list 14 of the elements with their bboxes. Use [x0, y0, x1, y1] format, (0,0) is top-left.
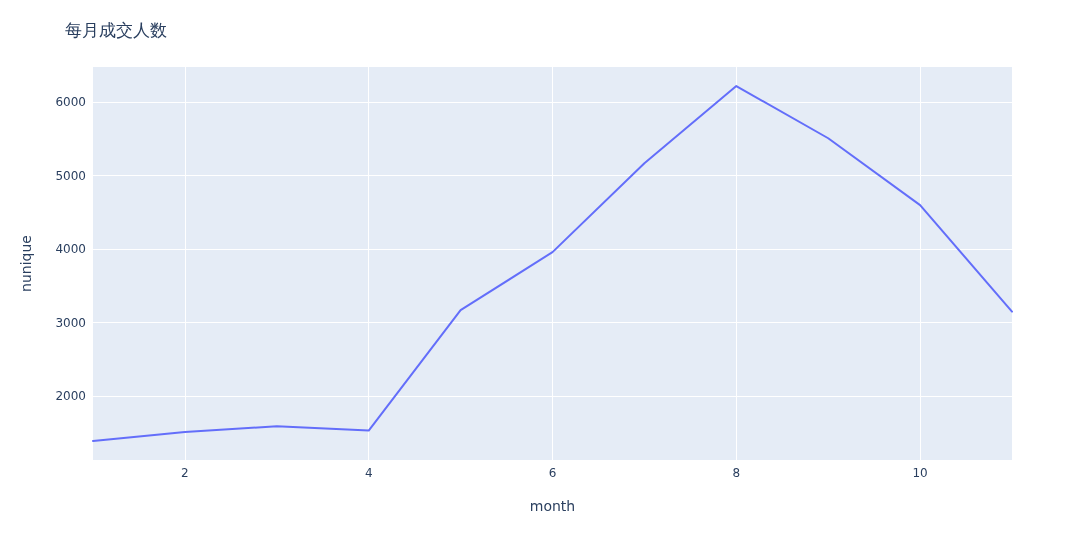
chart-title: 每月成交人数	[65, 19, 167, 40]
y-tick-label: 4000	[55, 242, 86, 257]
y-tick-label: 3000	[55, 315, 86, 330]
x-axis-title: month	[529, 498, 576, 514]
x-tick-label: 10	[912, 466, 928, 480]
x-tick-label: 4	[364, 466, 373, 480]
y-tick-label: 6000	[55, 95, 86, 110]
line-series	[92, 85, 1013, 442]
x-tick-label: 2	[181, 466, 189, 480]
x-tick-label: 8	[732, 466, 741, 480]
y-tick-label: 2000	[55, 389, 86, 404]
y-axis-title: nunique	[18, 235, 34, 292]
y-tick-label: 5000	[55, 168, 86, 183]
x-tick-label: 6	[548, 466, 557, 480]
